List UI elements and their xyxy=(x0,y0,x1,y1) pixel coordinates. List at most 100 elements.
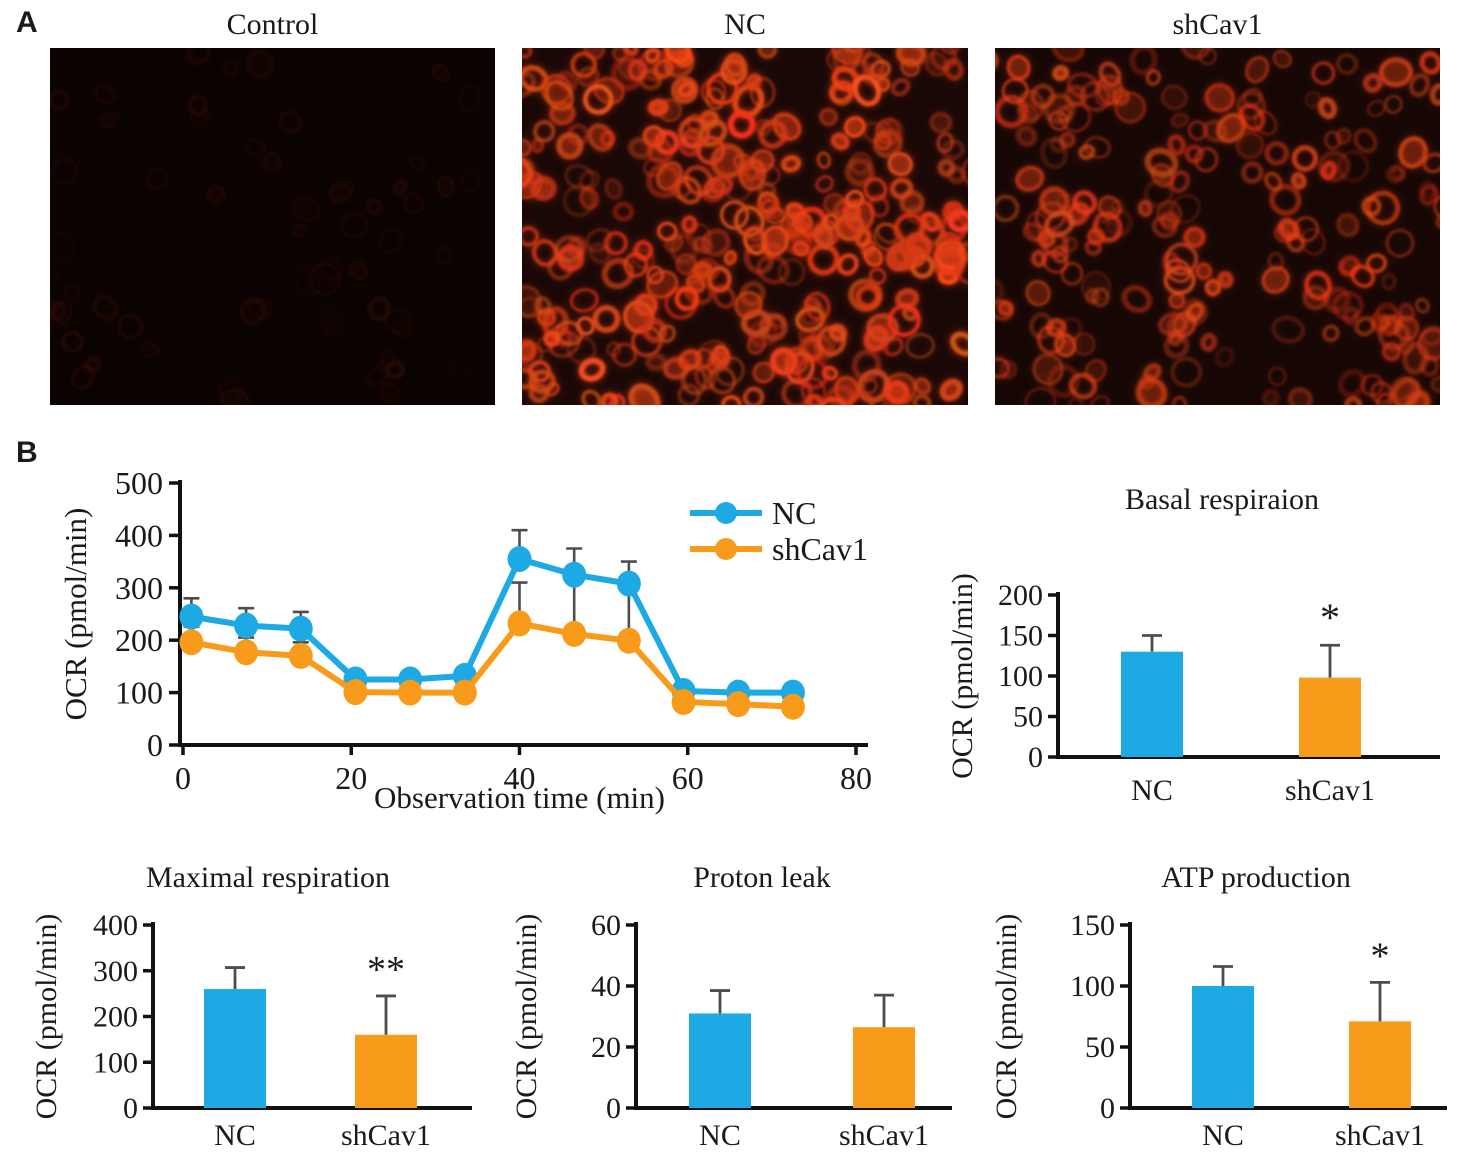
bar-NC xyxy=(1121,651,1183,757)
y-tick-label: 0 xyxy=(606,1092,621,1125)
category-label: shCav1 xyxy=(1285,774,1375,807)
data-point-shCav1 xyxy=(288,642,313,669)
category-label: NC xyxy=(1131,774,1173,807)
significance-marker: * xyxy=(1320,595,1340,640)
y-tick-label: 0 xyxy=(123,1092,138,1125)
category-label: shCav1 xyxy=(341,1119,431,1152)
y-tick-label: 0 xyxy=(1028,741,1043,774)
y-tick-label: 50 xyxy=(1013,701,1043,734)
y-tick-label: 200 xyxy=(93,1001,138,1034)
category-label: shCav1 xyxy=(839,1119,929,1152)
y-tick-label: 60 xyxy=(591,909,621,942)
data-point-shCav1 xyxy=(507,610,532,637)
panel-b-label: B xyxy=(16,436,38,469)
y-axis-title: OCR (pmol/min) xyxy=(30,914,63,1120)
y-tick-label: 150 xyxy=(998,620,1043,653)
y-tick-label: 300 xyxy=(115,570,163,606)
x-tick-label: 20 xyxy=(335,760,367,796)
x-axis-title: Observation time (min) xyxy=(374,780,665,815)
data-point-NC xyxy=(562,561,587,588)
y-tick-label: 400 xyxy=(115,517,163,553)
y-tick-label: 20 xyxy=(591,1031,621,1064)
y-tick-label: 40 xyxy=(591,970,621,1003)
y-axis-title: OCR (pmol/min) xyxy=(946,573,979,779)
chart-title: Maximal respiration xyxy=(146,861,390,894)
bar-chart-svg: Proton leak OCR (pmol/min) 0 20 40 60 NC shCav1 xyxy=(510,861,952,1152)
category-label: NC xyxy=(214,1119,256,1152)
micrograph-nc xyxy=(522,48,968,405)
bar-chart-svg: ATP production OCR (pmol/min) 0 50 100 150 NC *… xyxy=(990,861,1447,1152)
bar-shCav1 xyxy=(853,1027,915,1108)
y-tick-label: 0 xyxy=(147,727,163,763)
proton-leak-bar-chart: Proton leak OCR (pmol/min) 0 20 40 60 NC shCav1 xyxy=(500,855,970,1153)
y-tick-label: 100 xyxy=(93,1046,138,1079)
y-tick-label: 150 xyxy=(1070,909,1115,942)
micro-title-nc: NC xyxy=(724,8,766,41)
y-tick-label: 200 xyxy=(998,579,1043,612)
data-point-shCav1 xyxy=(452,679,477,706)
data-point-shCav1 xyxy=(562,620,587,647)
y-tick-label: 0 xyxy=(1100,1092,1115,1125)
bar-chart-svg: Basal respiraion OCR (pmol/min) 0 50 100 150 2… xyxy=(946,483,1440,807)
line-chart-svg: 0 100 200 300 400 500 0 20 40 60 80 Observation tim… xyxy=(58,465,872,815)
chart-title: Proton leak xyxy=(693,861,830,894)
bar-shCav1 xyxy=(1349,1021,1411,1108)
data-point-NC xyxy=(507,545,532,572)
bar-shCav1 xyxy=(1299,677,1361,757)
significance-marker: * xyxy=(1371,935,1390,977)
atp-production-bar-chart: ATP production OCR (pmol/min) 0 50 100 150 NC *… xyxy=(980,855,1462,1153)
legend-label-NC: NC xyxy=(772,495,816,531)
bar-shCav1 xyxy=(355,1034,417,1108)
category-label: shCav1 xyxy=(1335,1119,1425,1152)
x-tick-label: 60 xyxy=(672,760,704,796)
data-point-shCav1 xyxy=(726,691,751,718)
data-point-NC xyxy=(179,603,204,630)
bar-NC xyxy=(204,989,266,1108)
data-point-NC xyxy=(288,615,313,642)
y-tick-label: 50 xyxy=(1085,1031,1115,1064)
bar-NC xyxy=(1192,986,1254,1108)
x-tick-label: 80 xyxy=(840,760,872,796)
micro-title-control: Control xyxy=(226,8,319,41)
micrograph-shcav1 xyxy=(995,48,1440,405)
micro-title-shcav1: shCav1 xyxy=(1172,8,1263,41)
y-tick-label: 100 xyxy=(115,675,163,711)
data-point-NC xyxy=(616,570,641,597)
x-tick-label: 40 xyxy=(504,760,536,796)
data-point-shCav1 xyxy=(179,629,204,656)
chart-title: ATP production xyxy=(1161,861,1351,894)
maximal-respiration-bar-chart: Maximal respiration OCR (pmol/min) 0 100 200… xyxy=(20,855,500,1153)
y-axis-title: OCR (pmol/min) xyxy=(990,914,1023,1120)
bar-chart-svg: Maximal respiration OCR (pmol/min) 0 100 200… xyxy=(30,861,472,1152)
chart-title: Basal respiraion xyxy=(1125,483,1319,516)
data-point-shCav1 xyxy=(780,693,805,720)
category-label: NC xyxy=(1202,1119,1244,1152)
basal-respiration-bar-chart: Basal respiraion OCR (pmol/min) 0 50 100 150 2… xyxy=(930,465,1462,825)
y-tick-label: 100 xyxy=(998,660,1043,693)
category-label: NC xyxy=(699,1119,741,1152)
y-axis-title: OCR (pmol/min) xyxy=(510,914,543,1120)
panel-a-label: A xyxy=(16,6,38,39)
y-tick-label: 300 xyxy=(93,955,138,988)
series-line-NC xyxy=(188,555,796,696)
micrograph-control xyxy=(50,48,495,405)
data-point-NC xyxy=(234,612,259,639)
data-point-shCav1 xyxy=(671,689,696,716)
y-axis-title: OCR (pmol/min) xyxy=(58,508,93,721)
legend-marker-shCav1 xyxy=(715,538,737,560)
data-point-shCav1 xyxy=(398,679,423,706)
x-tick-label: 0 xyxy=(175,760,191,796)
bar-NC xyxy=(689,1013,751,1108)
legend-marker-NC xyxy=(715,502,737,524)
significance-marker: ** xyxy=(367,949,405,991)
data-point-shCav1 xyxy=(616,627,641,654)
legend-label-shCav1: shCav1 xyxy=(772,531,868,567)
y-tick-label: 400 xyxy=(93,909,138,942)
y-tick-label: 100 xyxy=(1070,970,1115,1003)
data-point-shCav1 xyxy=(234,639,259,666)
ocr-time-line-chart: 0 100 200 300 400 500 0 20 40 60 80 Observation tim… xyxy=(50,450,900,845)
y-tick-label: 200 xyxy=(115,622,163,658)
y-tick-label: 500 xyxy=(115,465,163,501)
data-point-shCav1 xyxy=(343,679,368,706)
